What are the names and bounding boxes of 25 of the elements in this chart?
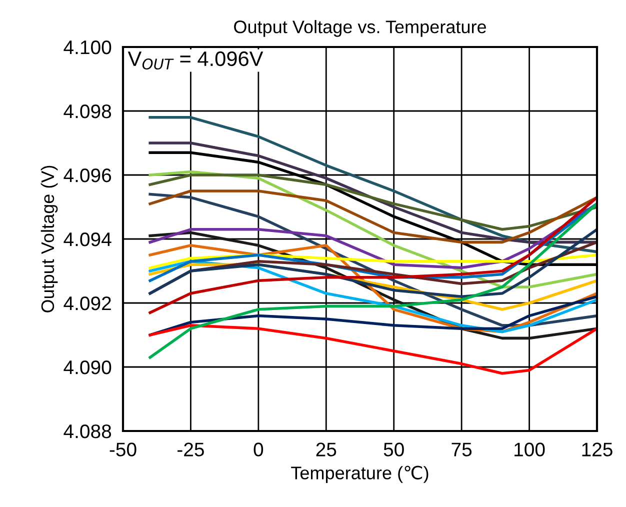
y-tick-label: 4.088 bbox=[64, 424, 112, 438]
y-tick-label: 4.094 bbox=[64, 232, 112, 246]
y-tick-label: 4.100 bbox=[64, 40, 112, 54]
chart-title: Output Voltage vs. Temperature bbox=[234, 20, 486, 37]
y-tick-label: 4.096 bbox=[64, 168, 112, 182]
x-tick-label: 50 bbox=[384, 442, 404, 456]
y-tick-label: 4.090 bbox=[64, 360, 112, 374]
line-series bbox=[148, 190, 597, 244]
line-series bbox=[148, 324, 597, 375]
y-tick-label: 4.092 bbox=[64, 296, 111, 310]
x-axis-title: Temperature (℃) bbox=[291, 466, 428, 483]
x-tick-label: -50 bbox=[110, 442, 136, 456]
x-tick-label: -25 bbox=[178, 442, 204, 456]
y-axis-title: Output Voltage (V) bbox=[40, 166, 58, 312]
annotation: V$_{OUT}$ = 4.096V bbox=[128, 51, 264, 70]
line-series bbox=[148, 202, 597, 359]
x-tick-label: 100 bbox=[514, 442, 545, 456]
x-tick-label: 0 bbox=[254, 442, 264, 456]
line-series bbox=[148, 228, 597, 298]
x-tick-label: 25 bbox=[316, 442, 336, 456]
x-tick-label: 125 bbox=[582, 442, 612, 456]
x-tick-label: 75 bbox=[452, 442, 472, 456]
line-series bbox=[148, 174, 597, 231]
y-tick-label: 4.098 bbox=[64, 104, 112, 118]
line-series bbox=[148, 295, 597, 336]
